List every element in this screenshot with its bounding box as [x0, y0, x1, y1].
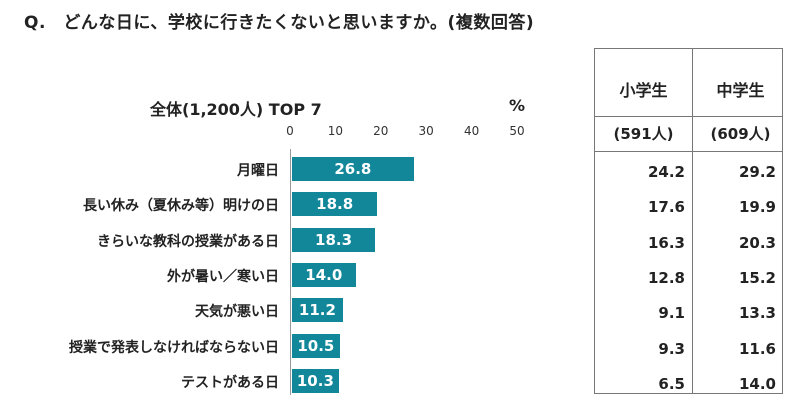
category-label: 月曜日	[237, 163, 279, 179]
table-cell: 16.3	[647, 233, 685, 252]
bar-value-label: 26.8	[334, 160, 372, 178]
table-cell: 15.2	[738, 268, 776, 287]
bar	[292, 262, 356, 287]
category-label: きらいな教科の授業がある日	[97, 233, 279, 250]
x-tick-label: 40	[463, 124, 480, 138]
axis-baseline	[290, 149, 291, 395]
category-label: 天気が悪い日	[195, 304, 279, 321]
header-elementary: 小学生	[619, 81, 668, 100]
x-tick-label: 50	[509, 124, 525, 138]
category-label: 長い休み（夏休み等）明けの日	[83, 198, 279, 215]
table-cell: 9.3	[658, 339, 685, 358]
count-elementary: (591人)	[613, 125, 674, 143]
x-tick-label: 0	[286, 124, 294, 138]
table-cell: 6.5	[658, 374, 685, 393]
bar-value-label: 14.0	[305, 265, 343, 284]
bar	[292, 157, 414, 181]
bar-value-label: 18.8	[316, 195, 354, 214]
count-junior-high: (609人)	[710, 125, 771, 143]
table-cell: 11.6	[738, 339, 776, 358]
table-cell: 14.0	[738, 374, 776, 393]
category-label: テストがある日	[181, 374, 279, 391]
x-tick-label: 10	[327, 124, 344, 138]
table-cell: 12.8	[647, 268, 685, 287]
category-label: 授業で発表しなければならない日	[69, 339, 279, 356]
unit-label: %	[509, 96, 526, 115]
table-cell: 13.3	[738, 304, 776, 323]
table-cell: 19.9	[738, 198, 776, 217]
bar	[292, 298, 343, 323]
x-tick-label: 20	[373, 124, 389, 138]
bar	[292, 227, 376, 252]
table-cell: 17.6	[647, 198, 685, 217]
header-junior-high: 中学生	[716, 81, 765, 100]
table-cell: 9.1	[658, 304, 685, 323]
table-cell: 20.3	[738, 233, 776, 252]
bar-value-label: 11.2	[298, 301, 336, 320]
chart-title: 全体(1,200人) TOP 7	[150, 100, 322, 119]
comparison-table: 小学生 中学生 (591人) (609人) 24.2 29.2 17.6 19.9 16…	[594, 48, 783, 394]
bar-value-label: 10.5	[297, 336, 335, 355]
x-tick-label: 30	[418, 124, 434, 138]
bar	[292, 368, 339, 393]
bar	[292, 333, 340, 358]
question-title: Q. どんな日に、学校に行きたくないと思いますか。(複数回答)	[24, 13, 535, 33]
bar-value-label: 10.3	[296, 371, 334, 390]
category-label: 外が暑い／寒い日	[167, 268, 279, 285]
bar	[292, 192, 378, 217]
table-cell: 29.2	[738, 163, 776, 181]
table-cell: 24.2	[647, 163, 685, 181]
table-divider	[692, 49, 693, 393]
table-divider	[595, 151, 782, 152]
bar-value-label: 18.3	[315, 230, 353, 249]
table-divider	[595, 116, 782, 117]
